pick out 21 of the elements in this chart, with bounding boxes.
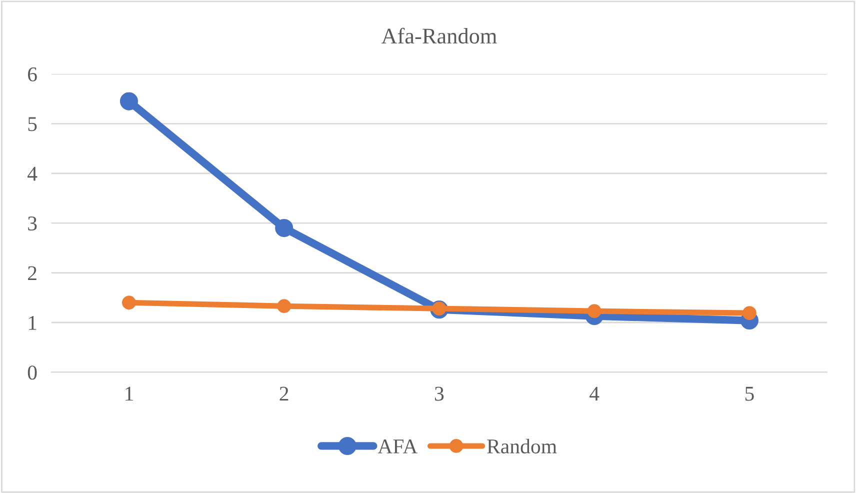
y-tick-label: 4 [28, 166, 38, 181]
point [120, 92, 138, 110]
legend-label: AFA [378, 440, 418, 454]
chart-title: Afa-Random [381, 28, 497, 44]
point [277, 299, 292, 314]
x-tick-label: 2 [280, 386, 288, 401]
legend-label: Random [487, 438, 557, 454]
x-tick-label: 4 [590, 386, 600, 401]
x-tick-label: 3 [435, 386, 444, 401]
y-tick-label: 6 [28, 67, 37, 82]
point [742, 306, 756, 320]
y-tick-label: 2 [28, 266, 36, 280]
point [275, 219, 294, 238]
point [122, 296, 136, 310]
y-tick-label: 5 [28, 117, 37, 132]
x-tick-label: 1 [126, 386, 133, 401]
y-tick-label: 1 [28, 316, 36, 330]
x-tick-label: 5 [745, 386, 754, 401]
y-tick-label: 3 [28, 216, 37, 231]
y-tick-label: 0 [28, 366, 37, 380]
point [587, 304, 602, 318]
